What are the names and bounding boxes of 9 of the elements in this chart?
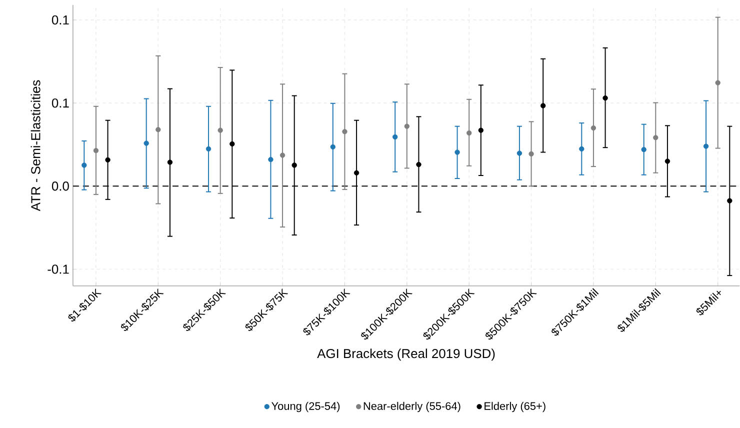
y-tick-label: 0.1 bbox=[52, 15, 69, 25]
legend-label: Young (25-54) bbox=[271, 402, 340, 412]
y-axis-title: ATR - Semi-Elasticities bbox=[30, 80, 40, 212]
y-tick-label: 0.1 bbox=[52, 98, 69, 108]
x-axis-title: AGI Brackets (Real 2019 USD) bbox=[317, 348, 495, 361]
legend-label: Near-elderly (55-64) bbox=[364, 402, 460, 412]
y-tick-label: -0.1 bbox=[48, 264, 69, 274]
y-tick-label: 0.0 bbox=[52, 182, 69, 191]
legend-label: Elderly (65+) bbox=[484, 402, 546, 412]
